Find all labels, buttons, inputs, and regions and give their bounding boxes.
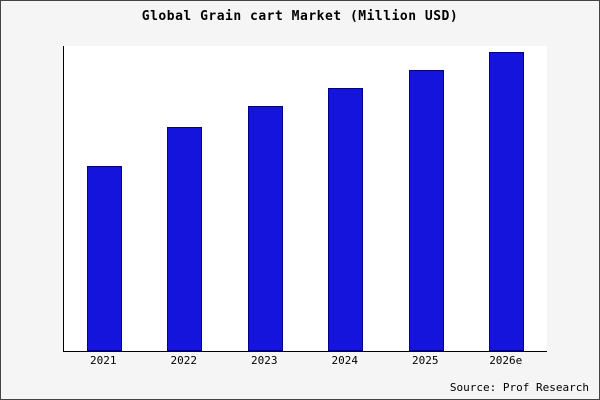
bar-slot <box>386 46 467 351</box>
x-axis-ticks: 2021 2022 2023 2024 2025 2026e <box>63 354 546 367</box>
bar-2023 <box>247 105 283 351</box>
x-tick-label: 2025 <box>412 354 439 367</box>
x-tick-label: 2026e <box>489 354 523 367</box>
bar-2022 <box>167 126 203 351</box>
x-tick-label: 2022 <box>170 354 198 367</box>
bar-slot <box>64 46 145 351</box>
bar-slot <box>145 46 226 351</box>
bar-2026e <box>489 51 525 351</box>
source-text: Source: Prof Research <box>449 381 589 394</box>
bar-slot <box>225 46 306 351</box>
x-tick-label: 2023 <box>251 354 278 367</box>
x-tick-label: 2024 <box>331 354 359 367</box>
x-tick-label: 2021 <box>90 354 117 367</box>
bar-2025 <box>408 69 444 351</box>
plot-area <box>63 46 547 352</box>
bar-slot <box>467 46 548 351</box>
bar-slot <box>306 46 387 351</box>
chart-title: Global Grain cart Market (Million USD) <box>141 9 459 24</box>
bar-2021 <box>86 165 122 351</box>
bar-2024 <box>328 87 364 351</box>
